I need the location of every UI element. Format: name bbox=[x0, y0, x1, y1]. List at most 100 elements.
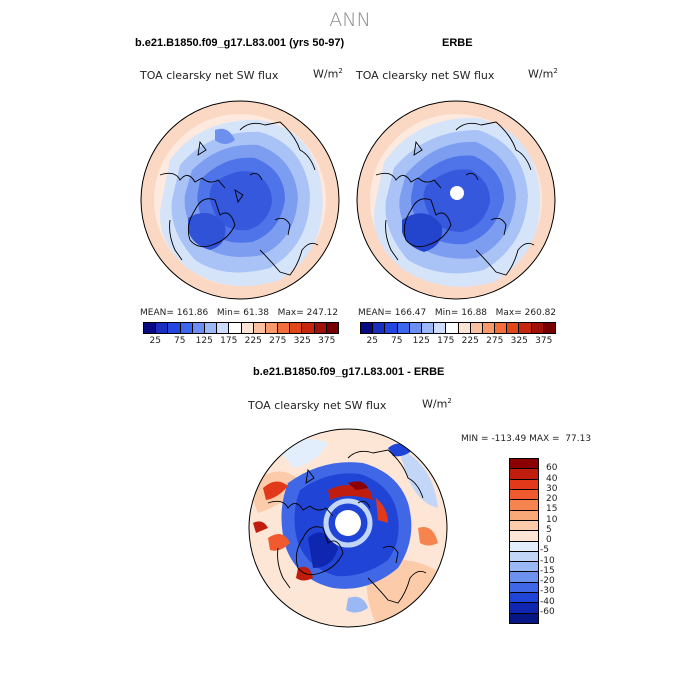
colorbar-swatch bbox=[495, 323, 508, 333]
model-polar-map bbox=[140, 100, 340, 300]
colorbar-swatch bbox=[458, 323, 471, 333]
colorbar-swatch bbox=[510, 572, 538, 583]
colorbar-tick-label: 25 bbox=[366, 336, 378, 346]
colorbar-tick-label: -5 bbox=[540, 545, 549, 556]
diff-minmax: MIN = -113.49 MAX = 77.13 bbox=[461, 434, 592, 444]
colorbar-swatch bbox=[482, 323, 496, 333]
obs-subtitle: ERBE bbox=[442, 37, 473, 49]
colorbar-swatch bbox=[144, 323, 157, 333]
colorbar-tick-label: 0 bbox=[546, 535, 552, 545]
colorbar-tick-label: 225 bbox=[244, 336, 262, 346]
colorbar-swatch bbox=[253, 323, 266, 333]
colorbar-swatch bbox=[507, 323, 520, 333]
colorbar-swatch bbox=[510, 613, 538, 623]
obs-polar-map bbox=[356, 100, 556, 300]
colorbar-tick-label: 125 bbox=[412, 336, 430, 346]
diff-units: W/m2 bbox=[422, 397, 452, 411]
obs-colorbar: 25 75 125 175 225 275 325 375 bbox=[360, 322, 556, 346]
colorbar-swatch bbox=[510, 469, 538, 480]
model-subtitle: b.e21.B1850.f09_g17.L83.001 (yrs 50-97) bbox=[135, 37, 345, 49]
colorbar-swatch bbox=[510, 551, 538, 563]
colorbar-swatch bbox=[510, 593, 538, 604]
model-units: W/m2 bbox=[313, 67, 343, 81]
obs-units: W/m2 bbox=[528, 67, 558, 81]
obs-variable-title: TOA clearsky net SW flux bbox=[356, 69, 495, 82]
colorbar-tick-label: -40 bbox=[540, 596, 555, 607]
colorbar-ticks: 25 75 125 175 225 275 325 375 bbox=[360, 334, 556, 346]
colorbar-swatch bbox=[510, 541, 538, 552]
colorbar-tick-label: 15 bbox=[546, 504, 558, 515]
colorbar-tick-label: -10 bbox=[540, 555, 555, 566]
colorbar-swatch bbox=[192, 323, 205, 333]
colorbar-tick-label: 10 bbox=[546, 514, 558, 525]
colorbar-swatch bbox=[290, 323, 303, 333]
colorbar-swatch bbox=[510, 562, 538, 573]
colorbar-swatch bbox=[156, 323, 169, 333]
colorbar-tick-label: 175 bbox=[437, 336, 455, 346]
colorbar-swatch bbox=[265, 323, 279, 333]
model-variable-title: TOA clearsky net SW flux bbox=[140, 69, 279, 82]
colorbar-swatch bbox=[510, 479, 538, 490]
colorbar-tick-label: 375 bbox=[535, 336, 553, 346]
colorbar-tick-label: 25 bbox=[149, 336, 161, 346]
colorbar-tick-label: 5 bbox=[546, 524, 552, 535]
colorbar-swatch bbox=[361, 323, 374, 333]
colorbar-tick-label: -30 bbox=[540, 586, 555, 597]
colorbar-tick-label: 75 bbox=[391, 336, 403, 346]
colorbar-swatches bbox=[360, 322, 556, 334]
colorbar-tick-label: 20 bbox=[546, 494, 558, 504]
colorbar-swatch bbox=[470, 323, 483, 333]
colorbar-swatch bbox=[434, 323, 447, 333]
colorbar-swatch bbox=[217, 323, 230, 333]
colorbar-swatch bbox=[314, 323, 327, 333]
colorbar-swatch bbox=[510, 520, 538, 532]
colorbar-ticks: 25 75 125 175 225 275 325 375 bbox=[143, 334, 339, 346]
colorbar-tick-label: 125 bbox=[195, 336, 213, 346]
model-stats: MEAN= 161.86 Min= 61.38 Max= 247.12 bbox=[140, 308, 339, 318]
colorbar-swatch bbox=[278, 323, 291, 333]
colorbar-swatch bbox=[421, 323, 435, 333]
diff-colorbar bbox=[509, 458, 539, 624]
colorbar-tick-label: 60 bbox=[546, 463, 558, 474]
colorbar-swatch bbox=[446, 323, 459, 333]
model-colorbar: 25 75 125 175 225 275 325 375 bbox=[143, 322, 339, 346]
colorbar-swatch bbox=[326, 323, 338, 333]
colorbar-swatch bbox=[409, 323, 422, 333]
obs-stats: MEAN= 166.47 Min= 16.88 Max= 260.82 bbox=[358, 308, 557, 318]
colorbar-swatch bbox=[543, 323, 555, 333]
colorbar-tick-label: 225 bbox=[461, 336, 479, 346]
colorbar-swatch bbox=[531, 323, 544, 333]
colorbar-tick-label: 40 bbox=[546, 473, 558, 484]
colorbar-tick-label: 325 bbox=[510, 336, 528, 346]
colorbar-swatch bbox=[229, 323, 242, 333]
colorbar-swatch bbox=[385, 323, 398, 333]
colorbar-swatch bbox=[510, 500, 538, 511]
colorbar-tick-label: -15 bbox=[540, 565, 555, 576]
diff-subtitle: b.e21.B1850.f09_g17.L83.001 - ERBE bbox=[253, 366, 445, 378]
colorbar-tick-label: 75 bbox=[174, 336, 186, 346]
colorbar-tick-label: -20 bbox=[540, 576, 555, 586]
colorbar-swatch bbox=[510, 603, 538, 614]
colorbar-swatch bbox=[510, 510, 538, 521]
colorbar-swatch bbox=[510, 531, 538, 542]
colorbar-tick-label: 325 bbox=[293, 336, 311, 346]
colorbar-swatches bbox=[143, 322, 339, 334]
colorbar-swatch bbox=[510, 459, 538, 470]
colorbar-swatch bbox=[510, 582, 538, 594]
colorbar-tick-label: 175 bbox=[220, 336, 238, 346]
colorbar-tick-label: 275 bbox=[269, 336, 287, 346]
colorbar-swatch bbox=[168, 323, 181, 333]
colorbar-swatch bbox=[510, 489, 538, 501]
colorbar-swatch bbox=[204, 323, 218, 333]
colorbar-swatch bbox=[180, 323, 193, 333]
colorbar-swatch bbox=[519, 323, 532, 333]
main-title: ANN bbox=[329, 9, 371, 31]
diff-variable-title: TOA clearsky net SW flux bbox=[248, 399, 387, 412]
colorbar-tick-label: 30 bbox=[546, 483, 558, 494]
colorbar-swatch bbox=[373, 323, 386, 333]
diff-polar-map bbox=[248, 428, 448, 628]
colorbar-swatch bbox=[302, 323, 315, 333]
colorbar-tick-label: 275 bbox=[486, 336, 504, 346]
colorbar-tick-label: 375 bbox=[318, 336, 336, 346]
colorbar-tick-label: -60 bbox=[540, 606, 555, 617]
